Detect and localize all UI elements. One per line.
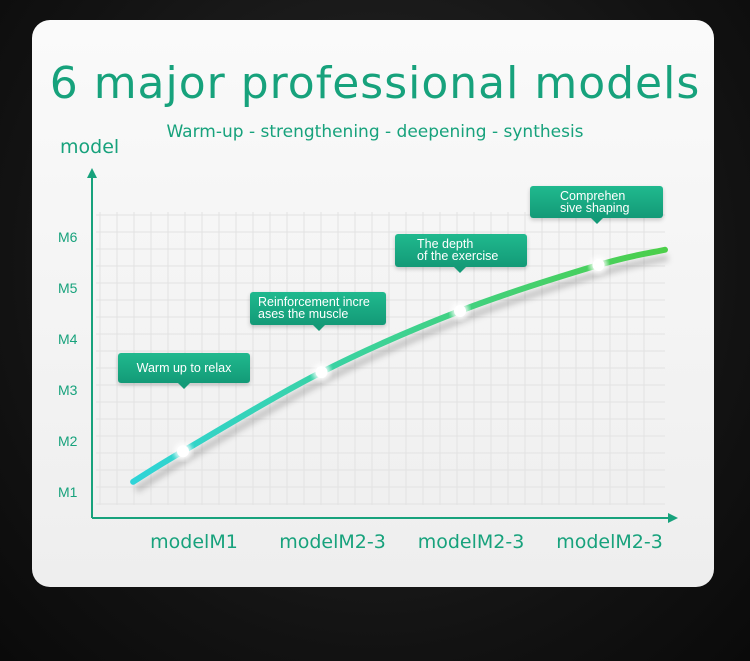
callout-line: Comprehen <box>560 189 626 203</box>
x-tick-label: modelM2-3 <box>418 531 525 553</box>
y-tick-label: M1 <box>58 484 78 500</box>
x-tick-label: modelM1 <box>150 531 238 553</box>
data-point <box>177 445 189 458</box>
callout-reinforcement: Reinforcement incre ases the muscle <box>250 292 386 331</box>
y-axis-arrow-icon <box>87 168 97 178</box>
y-tick-label: M2 <box>58 433 78 449</box>
axes <box>87 168 678 523</box>
callout-line: The depth <box>417 237 474 251</box>
chart-subtitle: Warm-up - strengthening - deepening - sy… <box>166 122 584 142</box>
callout-line: Reinforcement incre <box>258 295 370 309</box>
y-tick-label: M3 <box>58 382 78 398</box>
x-tick-label: modelM2-3 <box>279 531 386 553</box>
x-axis-arrow-icon <box>668 513 678 523</box>
data-point <box>454 304 466 317</box>
callout-line: sive shaping <box>560 201 630 215</box>
grid <box>96 212 665 505</box>
callout-depth: The depth of the exercise <box>395 234 527 273</box>
y-axis-label: model <box>60 136 120 158</box>
y-tick-label: M4 <box>58 331 78 347</box>
callout-warm-up: Warm up to relax <box>118 353 250 389</box>
data-point <box>315 366 328 379</box>
x-tick-label: modelM2-3 <box>556 531 663 553</box>
callout-comprehensive: Comprehen sive shaping <box>530 186 663 224</box>
data-point <box>592 259 605 272</box>
chart-title: 6 major professional models <box>49 58 701 109</box>
callout-line: of the exercise <box>417 249 499 263</box>
y-tick-label: M6 <box>58 229 78 245</box>
y-tick-label: M5 <box>58 280 78 296</box>
callout-text: Warm up to relax <box>136 361 232 375</box>
callout-line: ases the muscle <box>258 307 349 321</box>
